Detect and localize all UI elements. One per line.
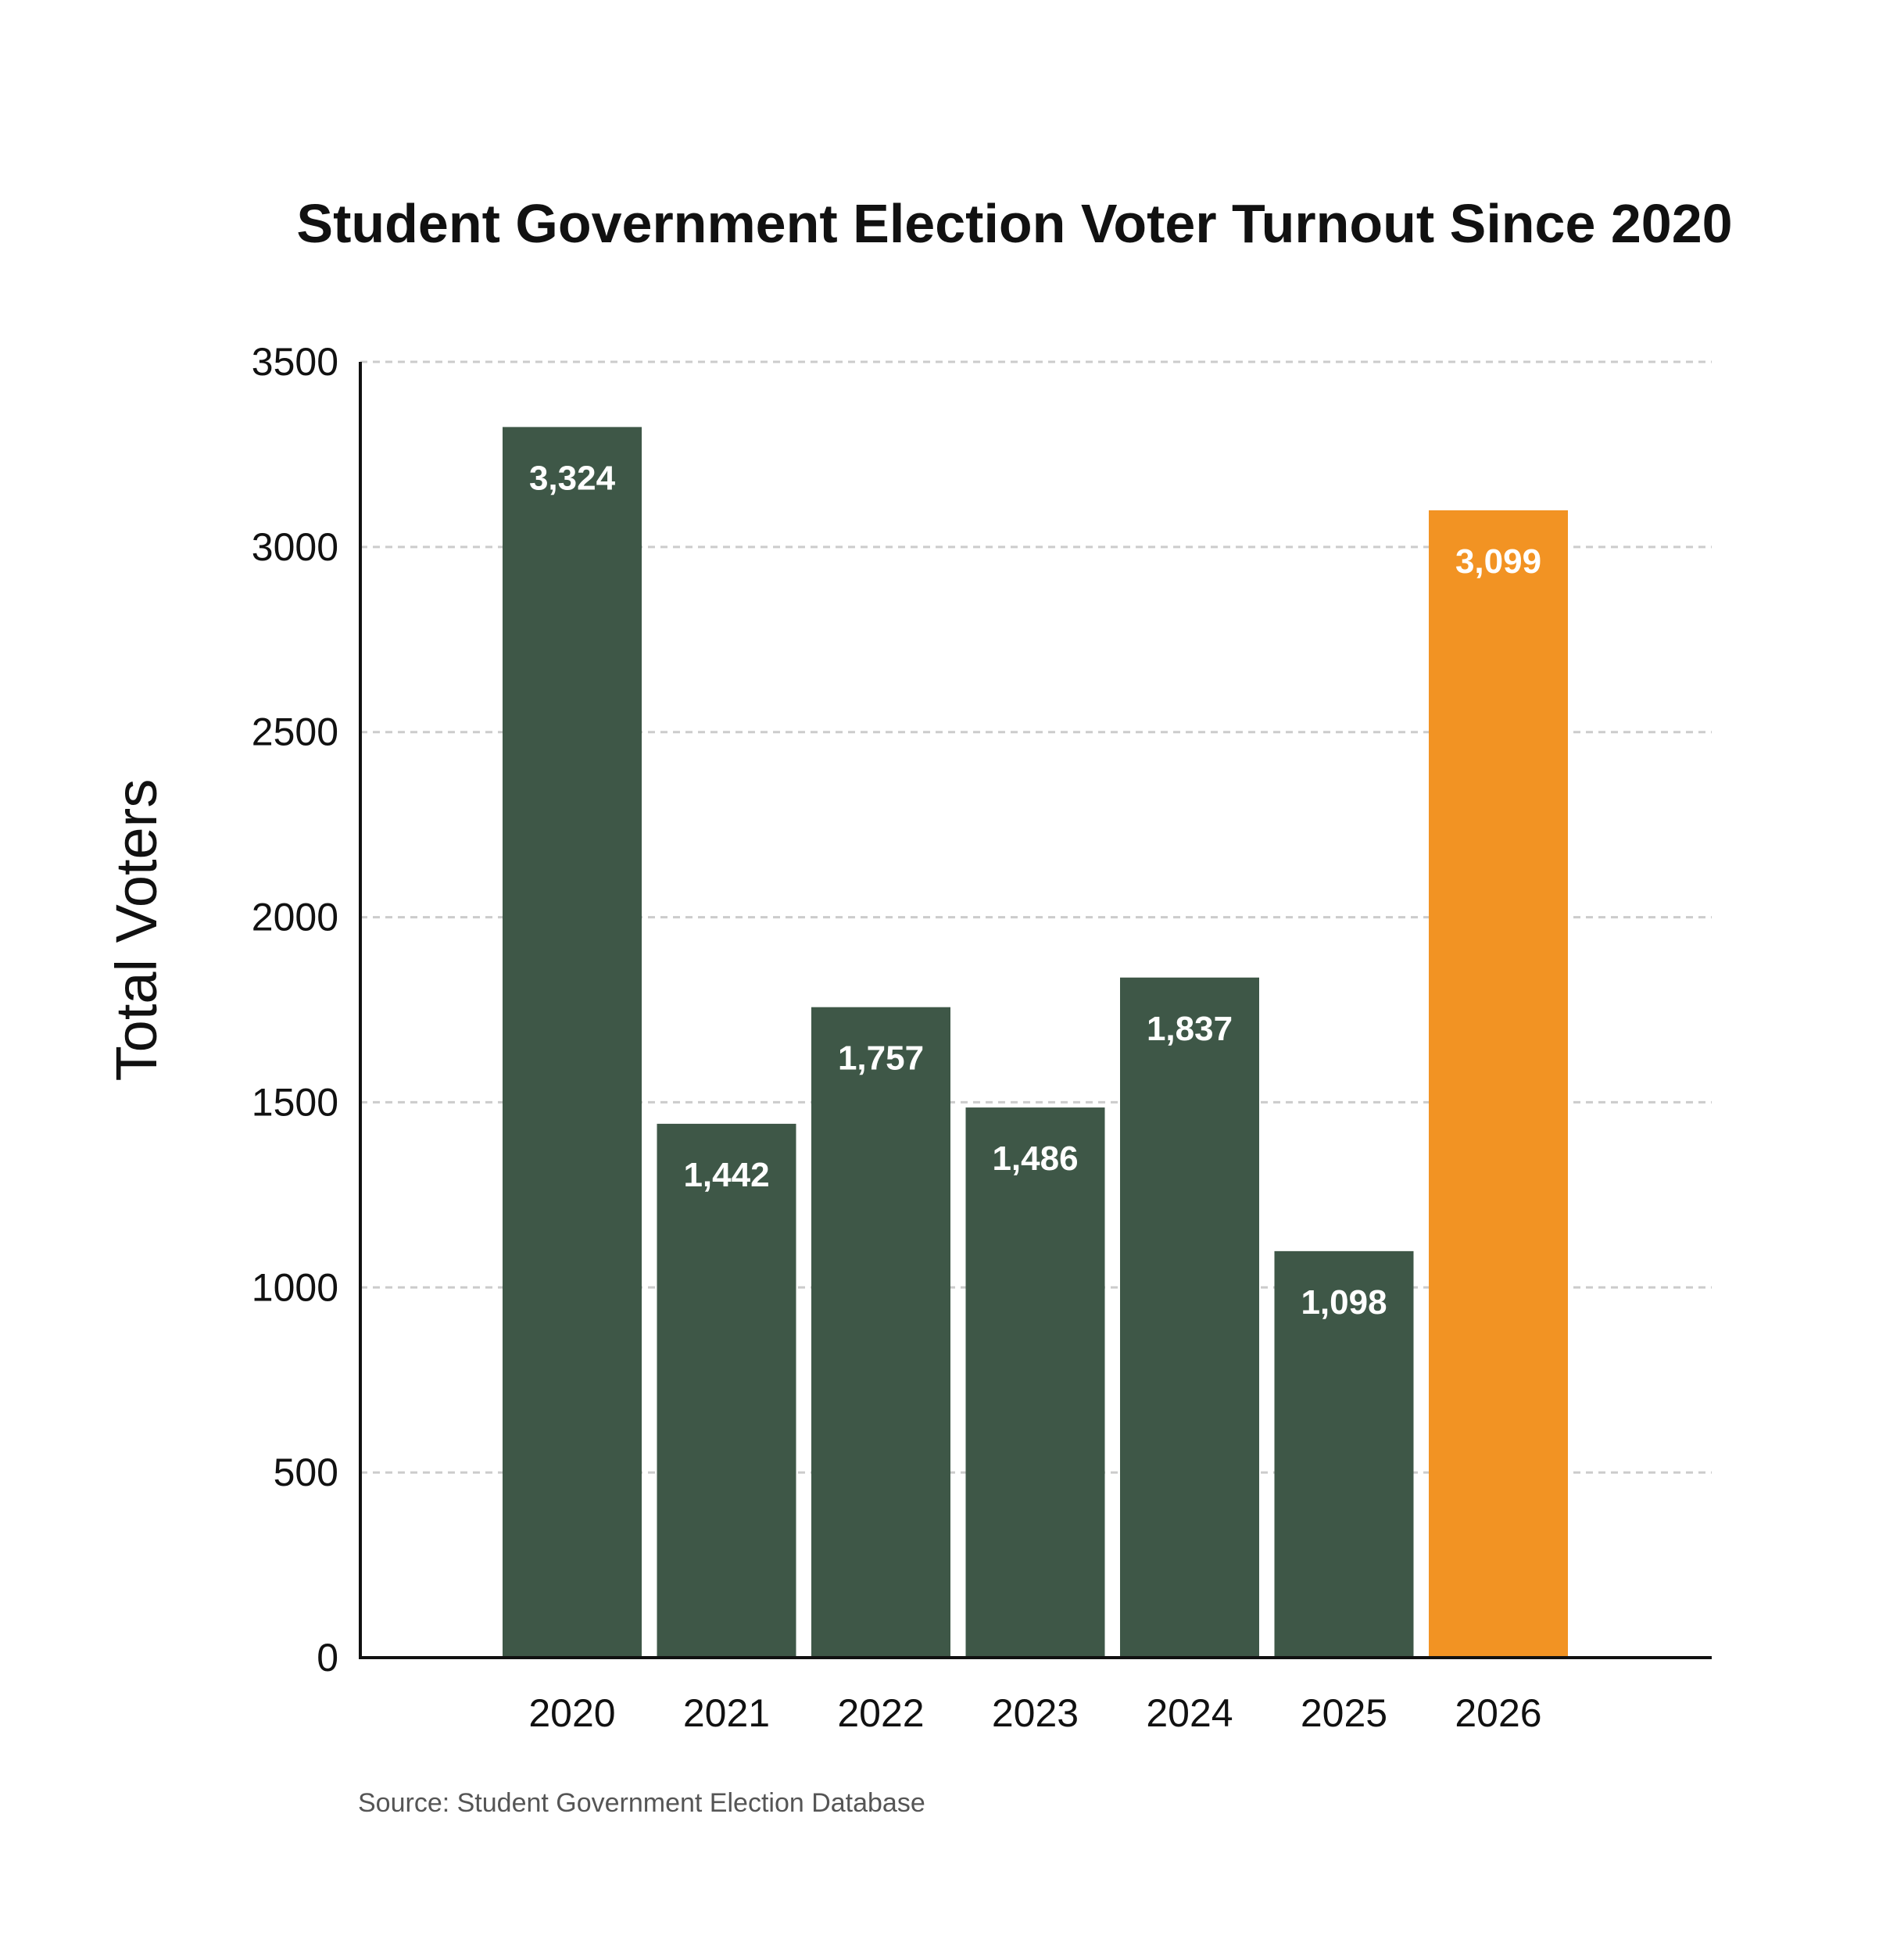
y-axis-label: Total Voters <box>104 779 169 1082</box>
data-label-2024: 1,837 <box>1147 1010 1233 1048</box>
y-tick-label: 3500 <box>252 340 338 384</box>
x-tick-label-2025: 2025 <box>1301 1691 1387 1735</box>
x-tick-label-2023: 2023 <box>992 1691 1079 1735</box>
axes <box>359 362 1712 1659</box>
bar-2023 <box>965 1107 1105 1658</box>
source-note: Source: Student Government Election Data… <box>358 1788 925 1818</box>
y-tick-label: 1000 <box>252 1265 338 1309</box>
bar-2022 <box>811 1007 950 1658</box>
chart-title: Student Government Election Voter Turnou… <box>296 193 1732 254</box>
data-label-2025: 1,098 <box>1301 1283 1387 1322</box>
y-tick-label: 2000 <box>252 896 338 939</box>
data-label-2026: 3,099 <box>1455 542 1541 581</box>
bar-2026 <box>1429 510 1568 1658</box>
y-tick-label: 2500 <box>252 710 338 754</box>
data-label-2022: 1,757 <box>838 1039 924 1078</box>
bar-2020 <box>503 427 642 1658</box>
data-label-2023: 1,486 <box>992 1139 1078 1178</box>
x-tick-label-2021: 2021 <box>683 1691 770 1735</box>
x-tick-label-2024: 2024 <box>1146 1691 1233 1735</box>
y-tick-label: 3000 <box>252 525 338 569</box>
data-label-2020: 3,324 <box>529 459 616 497</box>
y-tick-label: 0 <box>317 1636 338 1680</box>
data-label-2021: 1,442 <box>683 1156 769 1194</box>
x-tick-label-2020: 2020 <box>528 1691 615 1735</box>
bar-2024 <box>1120 977 1259 1658</box>
bar-2021 <box>657 1123 796 1658</box>
data-labels: 3,324 1,442 1,757 1,486 1,837 1,098 3,099 <box>529 459 1541 1321</box>
x-tick-label-2026: 2026 <box>1455 1691 1541 1735</box>
y-tick-label: 500 <box>274 1451 338 1494</box>
bar-2025 <box>1274 1250 1414 1658</box>
y-tick-label: 1500 <box>252 1080 338 1124</box>
tick-labels: 0 500 1000 1500 2000 2500 3000 3500 2020 2021 2022… <box>252 340 1542 1735</box>
bars <box>503 427 1568 1658</box>
x-tick-label-2022: 2022 <box>837 1691 924 1735</box>
